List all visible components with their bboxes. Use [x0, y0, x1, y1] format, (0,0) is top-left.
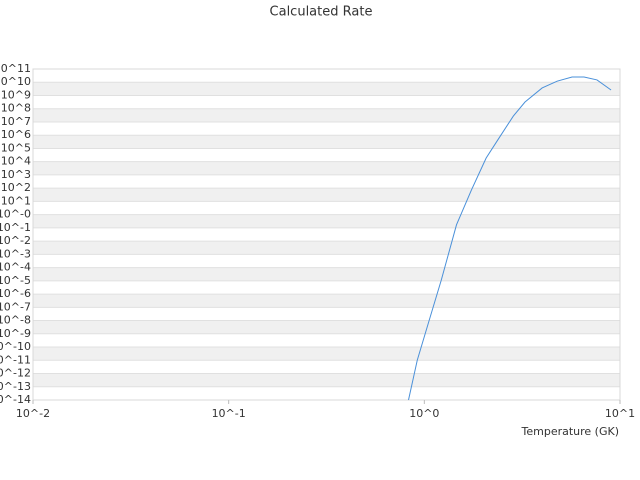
y-tick-label: 10^-11	[0, 353, 31, 366]
grid-band	[33, 108, 620, 122]
y-tick-label: 10^3	[1, 168, 31, 181]
y-tick-label: 10^5	[1, 141, 31, 154]
y-tick-label: 10^-10	[0, 340, 31, 353]
y-tick-label: 10^-8	[0, 314, 31, 327]
x-tick-label: 10^-1	[212, 407, 246, 420]
grid-band	[33, 188, 620, 202]
rate-line	[408, 76, 612, 401]
y-tick-label: 10^-12	[0, 367, 31, 380]
grid-band	[33, 373, 620, 387]
grid-band	[33, 320, 620, 334]
y-tick-label: 10^2	[1, 181, 31, 194]
y-tick-label: 10^-13	[0, 380, 31, 393]
y-tick-label: 10^9	[1, 88, 31, 101]
grid-band	[33, 161, 620, 175]
x-tick-label: 10^0	[409, 407, 439, 420]
y-tick-label: 10^-2	[0, 234, 31, 247]
grid-band	[33, 241, 620, 255]
y-tick-label: 10^-5	[0, 274, 31, 287]
grid-band	[33, 135, 620, 149]
grid-band	[33, 294, 620, 308]
grid-band	[33, 267, 620, 281]
plot-border	[32, 68, 621, 401]
y-tick-label: 10^-1	[0, 221, 31, 234]
y-tick-label: 10^-9	[0, 327, 31, 340]
grid-band	[33, 82, 620, 96]
y-tick-label: 10^7	[1, 115, 31, 128]
x-tick-label: 10^1	[605, 407, 635, 420]
y-tick-label: 10^-0	[0, 208, 31, 221]
y-tick-label: 10^-14	[0, 393, 31, 406]
y-tick-label: 10^8	[1, 102, 31, 115]
y-tick-label: 10^6	[1, 128, 31, 141]
y-tick-label: 10^1	[1, 194, 31, 207]
x-tick-label: 10^-2	[16, 407, 50, 420]
x-axis-label: Temperature (GK)	[521, 425, 620, 438]
y-tick-label: 10^10	[0, 75, 31, 88]
grid-band	[33, 347, 620, 361]
y-tick-label: 10^-4	[0, 261, 31, 274]
y-tick-label: 10^-6	[0, 287, 31, 300]
grid	[33, 68, 620, 401]
y-tick-label: 10^11	[0, 62, 31, 75]
y-tick-label: 10^4	[1, 155, 31, 168]
chart-title: Calculated Rate	[270, 5, 373, 20]
grid-band	[33, 214, 620, 228]
y-tick-label: 10^-7	[0, 300, 31, 313]
y-tick-label: 10^-3	[0, 247, 31, 260]
